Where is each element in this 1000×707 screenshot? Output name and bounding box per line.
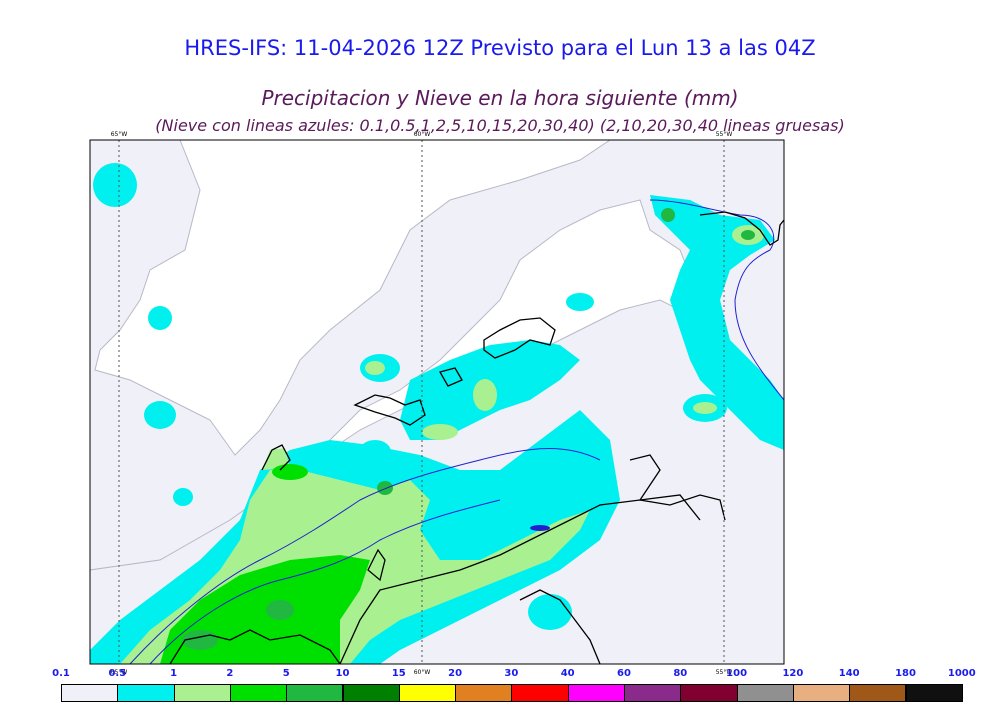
coastline [367,548,386,582]
precip-cell-green [272,464,308,480]
precip-cell-cyan [144,401,176,429]
precip-cell-green [741,230,755,240]
precip-cell-cyan [566,293,594,311]
legend-tick-label: 0.5 [108,668,127,679]
legend-tick-label: 180 [895,668,916,679]
legend-swatch [624,684,682,702]
precip-cell-lightgreen [422,424,458,440]
legend-swatch [286,684,344,702]
legend-tick-label: 15 [391,668,406,679]
legend-tick-label: 100 [726,668,748,679]
legend-swatch [117,684,175,702]
legend-tick-label: 140 [838,668,860,679]
legend-tick-label: 120 [782,668,804,679]
legend-tick-label: 5 [282,668,290,679]
precip-cell-lightgreen [473,379,497,411]
legend-swatch [567,684,625,702]
meridian-label-bottom: 65°W [111,669,128,676]
coastline [439,367,463,387]
legend-tick-label: 60 [617,668,631,679]
snow-contour [149,499,501,664]
legend-swatch [849,684,907,702]
legend-swatch [736,684,794,702]
snow-contour [129,447,601,664]
precip-cell-cyan [173,488,193,506]
meridian-label-bottom: 60°W [414,669,431,676]
meridian-label-top: 60°W [414,131,431,138]
precip-cell-cyan [528,594,572,630]
legend-swatch [792,684,851,702]
legend-swatch [680,684,738,702]
snow-contour [649,199,784,401]
coastline [353,394,426,426]
variable-title: Precipitacion y Nieve en la hora siguien… [261,86,739,110]
legend-swatch [905,684,963,702]
coastline [519,589,601,664]
coastline [169,629,341,664]
precip-cell-green [377,481,393,495]
legend-tick-label: 40 [560,668,575,679]
legend-tick-label: 2 [226,668,234,679]
precip-cell-green [661,208,675,222]
precip-region-lightgreen [262,448,290,470]
legend-tick-label: 1000 [947,668,976,679]
meridian-label-top: 55°W [716,131,733,138]
coastline [339,494,701,664]
precip-cell-cyan [148,306,172,330]
legend-swatch [173,684,231,702]
precip-region-cyan [650,195,784,450]
coastline [699,211,784,246]
precip-cell-darkgreen [266,600,294,620]
legend-swatch [511,684,569,702]
legend-swatch [342,684,400,702]
precip-cell-cyan [93,163,137,207]
precip-cell-cyan [359,440,391,464]
legend-tick-label: 10 [335,668,350,679]
precip-cell-lightgreen [365,361,385,375]
meridian-label-bottom: 55°W [716,669,733,676]
legend-tick-label: 30 [504,668,519,679]
precip-cell-lightgreen [693,402,717,414]
snow-contour [530,525,550,531]
legend-swatch [455,684,513,702]
coastline [261,444,291,471]
legend-swatch [229,684,288,702]
legend-tick-label: 0.1 [52,668,70,679]
meridian-label-top: 65°W [111,131,128,138]
legend-swatch [398,684,457,702]
snow-contour-note: (Nieve con lineas azules: 0.1,0.5,1,2,5,… [155,116,845,135]
map-border [89,139,785,665]
legend-tick-label: 20 [448,668,463,679]
legend-tick-label: 80 [673,668,688,679]
coastline [483,317,556,359]
forecast-title: HRES-IFS: 11-04-2026 12Z Previsto para e… [184,36,816,60]
legend-swatch [61,684,119,702]
legend-tick-label: 1 [170,668,178,679]
